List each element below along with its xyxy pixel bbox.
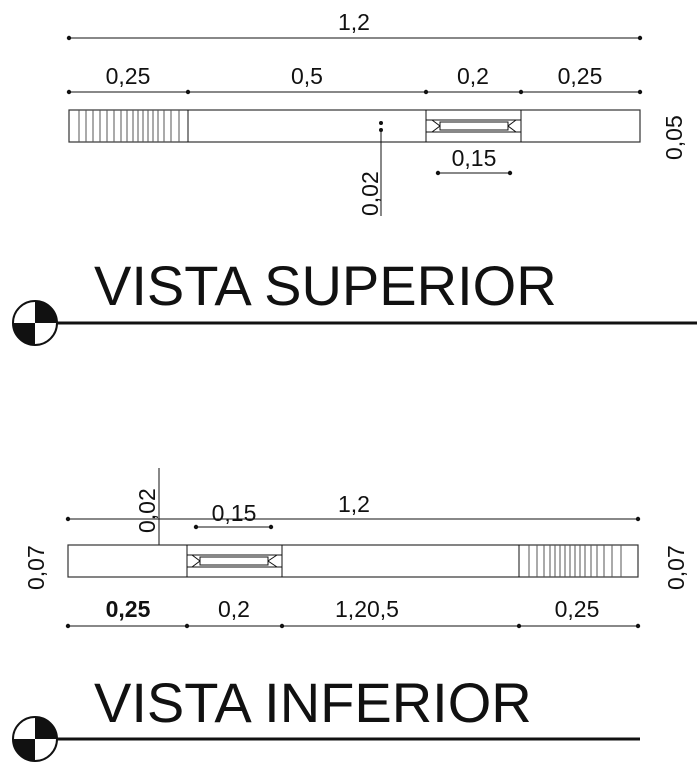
- bottom-gap-dimension: 0,02: [134, 468, 161, 567]
- bottom-slot: [187, 554, 282, 568]
- bottom-segment-4-label: 0,25: [555, 596, 600, 622]
- top-overall-dimension: 1,2: [66, 9, 643, 41]
- top-slot-width-label: 0,15: [452, 145, 497, 171]
- top-gap-label: 0,02: [357, 171, 383, 216]
- top-segment-dimensions: 0,25 0,5 0,2 0,25: [66, 63, 643, 95]
- bottom-segment-2-label: 0,2: [218, 596, 250, 622]
- bottom-view: 1,2 0,15 0,02: [12, 468, 689, 762]
- top-segment-2-label: 0,5: [291, 63, 323, 89]
- top-view: 1,2 0,25 0,5 0,2 0,25: [12, 9, 697, 346]
- top-section-marker-icon: [12, 300, 58, 346]
- top-gap-dimension: 0,02: [357, 121, 383, 216]
- top-part-outline: [68, 109, 641, 143]
- bottom-grip-hatch: [528, 545, 622, 577]
- bottom-section-marker-icon: [12, 716, 58, 762]
- top-segment-1-label: 0,25: [106, 63, 151, 89]
- top-grip-hatch: [78, 110, 180, 142]
- top-slot-width-dimension: 0,15: [435, 145, 513, 176]
- top-slot: [426, 119, 521, 133]
- bottom-slot-width-label: 0,15: [212, 500, 257, 526]
- bottom-segment-dimensions: 0,25 0,2 1,20,5 0,25: [65, 596, 641, 629]
- top-segment-4-label: 0,25: [558, 63, 603, 89]
- bottom-segment-3-label: 1,20,5: [335, 596, 399, 622]
- bottom-gap-label: 0,02: [134, 488, 160, 533]
- bottom-height-right-label: 0,07: [663, 545, 689, 590]
- bottom-overall-dimension: 1,2: [65, 491, 641, 522]
- bottom-height-left-label: 0,07: [23, 545, 49, 590]
- top-height-label: 0,05: [661, 115, 687, 160]
- bottom-view-title: VISTA INFERIOR: [94, 671, 532, 734]
- bottom-slot-width-dimension: 0,15: [193, 500, 274, 530]
- top-view-title: VISTA SUPERIOR: [94, 254, 557, 317]
- bottom-segment-1-label: 0,25: [106, 596, 151, 622]
- bottom-part-outline: [67, 544, 639, 578]
- top-segment-3-label: 0,2: [457, 63, 489, 89]
- bottom-overall-label: 1,2: [338, 491, 370, 517]
- top-overall-label: 1,2: [338, 9, 370, 35]
